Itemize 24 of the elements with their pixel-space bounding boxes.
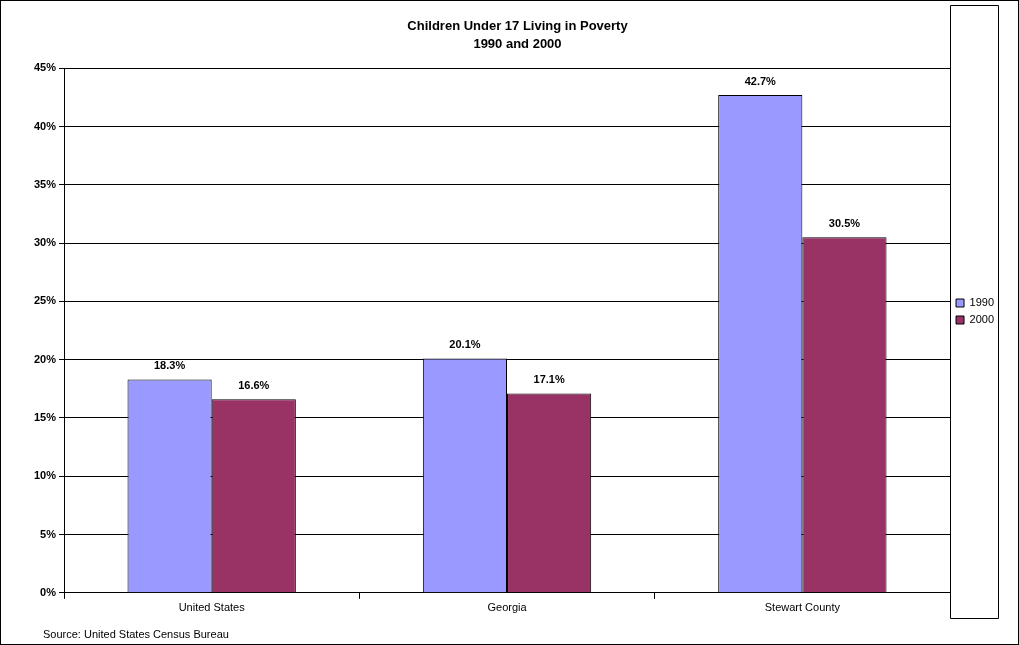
legend-label: 1990 bbox=[969, 296, 995, 309]
chart-subtitle: 1990 and 2000 bbox=[473, 35, 562, 51]
y-tick-label: 40% bbox=[33, 119, 57, 132]
y-tick-label: 10% bbox=[33, 469, 57, 482]
data-label: 20.1% bbox=[449, 338, 481, 351]
y-tick-label: 25% bbox=[33, 294, 57, 307]
y-tick-label: 20% bbox=[33, 352, 57, 365]
y-tick-label: 35% bbox=[33, 177, 57, 190]
data-label: 42.7% bbox=[744, 74, 777, 87]
data-label: 17.1% bbox=[533, 372, 565, 385]
y-tick-label: 15% bbox=[33, 410, 57, 423]
data-label: 30.5% bbox=[828, 216, 861, 229]
source-note: Source: United States Census Bureau bbox=[43, 628, 229, 640]
y-tick-label: 45% bbox=[33, 61, 57, 74]
chart-title: Children Under 17 Living in Poverty bbox=[407, 18, 629, 34]
data-label: 16.6% bbox=[238, 378, 270, 391]
y-tick-label: 5% bbox=[40, 527, 57, 540]
legend-label: 2000 bbox=[969, 313, 995, 326]
data-label: 18.3% bbox=[154, 358, 186, 371]
y-tick-label: 30% bbox=[33, 236, 57, 249]
y-tick-label: 0% bbox=[40, 585, 57, 598]
x-tick-label: United States bbox=[178, 601, 246, 614]
x-tick-label: Stewart County bbox=[764, 601, 841, 614]
x-tick-label: Georgia bbox=[487, 601, 528, 614]
